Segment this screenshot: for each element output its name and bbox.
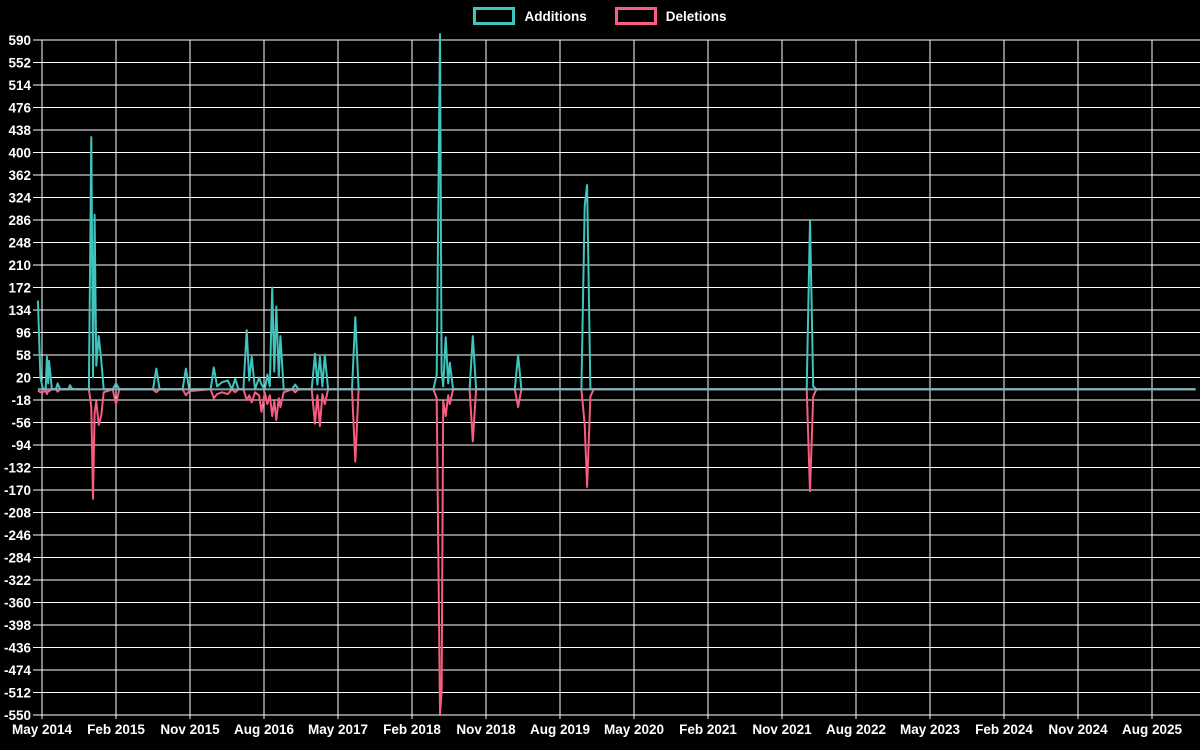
- y-axis-label: 210: [8, 258, 31, 273]
- y-axis-label: -18: [11, 393, 31, 408]
- y-axis-label: 172: [8, 280, 31, 295]
- x-axis-label: Aug 2025: [1122, 722, 1183, 737]
- x-axis-label: Feb 2021: [679, 722, 737, 737]
- x-axis-label: May 2023: [900, 722, 961, 737]
- y-axis-label: -208: [4, 505, 32, 520]
- x-axis-label: Feb 2018: [383, 722, 441, 737]
- y-axis-label: 96: [16, 325, 32, 340]
- legend-item-additions[interactable]: Additions: [473, 7, 587, 25]
- x-axis-label: May 2017: [308, 722, 368, 737]
- y-axis-label: -398: [4, 618, 32, 633]
- x-axis-label: Aug 2019: [530, 722, 590, 737]
- y-axis-label: -94: [11, 438, 31, 453]
- chart-legend: Additions Deletions: [0, 7, 1200, 25]
- y-axis-label: 476: [8, 100, 31, 115]
- x-axis-label: Aug 2016: [234, 722, 295, 737]
- y-axis-label: -512: [4, 685, 31, 700]
- y-axis-label: 590: [8, 33, 31, 48]
- x-axis-label: Nov 2015: [160, 722, 220, 737]
- additions-swatch: [473, 7, 516, 25]
- x-axis-label: May 2014: [12, 722, 73, 737]
- y-axis-label: -170: [4, 483, 31, 498]
- x-axis-label: Feb 2015: [87, 722, 145, 737]
- y-axis-label: -56: [11, 415, 31, 430]
- y-axis-label: -246: [4, 528, 32, 543]
- y-axis-label: 552: [8, 55, 31, 70]
- y-axis-label: 324: [8, 190, 31, 205]
- y-axis-label: 20: [16, 370, 31, 385]
- x-axis-label: Nov 2024: [1048, 722, 1108, 737]
- y-axis-label: -284: [4, 550, 32, 565]
- y-axis-label: -474: [4, 663, 32, 678]
- y-axis-label: 400: [8, 145, 31, 160]
- y-axis-label: 286: [8, 213, 31, 228]
- x-axis-label: Nov 2021: [752, 722, 812, 737]
- x-axis-label: Aug 2022: [826, 722, 886, 737]
- legend-item-deletions[interactable]: Deletions: [614, 7, 727, 25]
- y-axis-label: -322: [4, 573, 31, 588]
- additions-line: [36, 33, 1196, 391]
- y-axis-label: 58: [16, 348, 32, 363]
- y-axis-label: -360: [4, 595, 31, 610]
- y-axis-label: 248: [8, 235, 31, 250]
- x-axis-label: May 2020: [604, 722, 664, 737]
- additions-legend-label: Additions: [524, 8, 587, 24]
- x-axis-label: Nov 2018: [456, 722, 516, 737]
- y-axis-label: -436: [4, 640, 32, 655]
- deletions-swatch: [614, 7, 657, 25]
- y-axis-label: 514: [8, 78, 31, 93]
- y-axis-label: -550: [4, 708, 31, 723]
- y-axis-label: 438: [8, 123, 31, 138]
- deletions-legend-label: Deletions: [665, 8, 727, 24]
- deletions-line: [37, 388, 1196, 715]
- x-axis-label: Feb 2024: [975, 722, 1033, 737]
- y-axis-label: -132: [4, 460, 31, 475]
- y-axis-label: 362: [8, 168, 31, 183]
- y-axis-label: 134: [8, 303, 31, 318]
